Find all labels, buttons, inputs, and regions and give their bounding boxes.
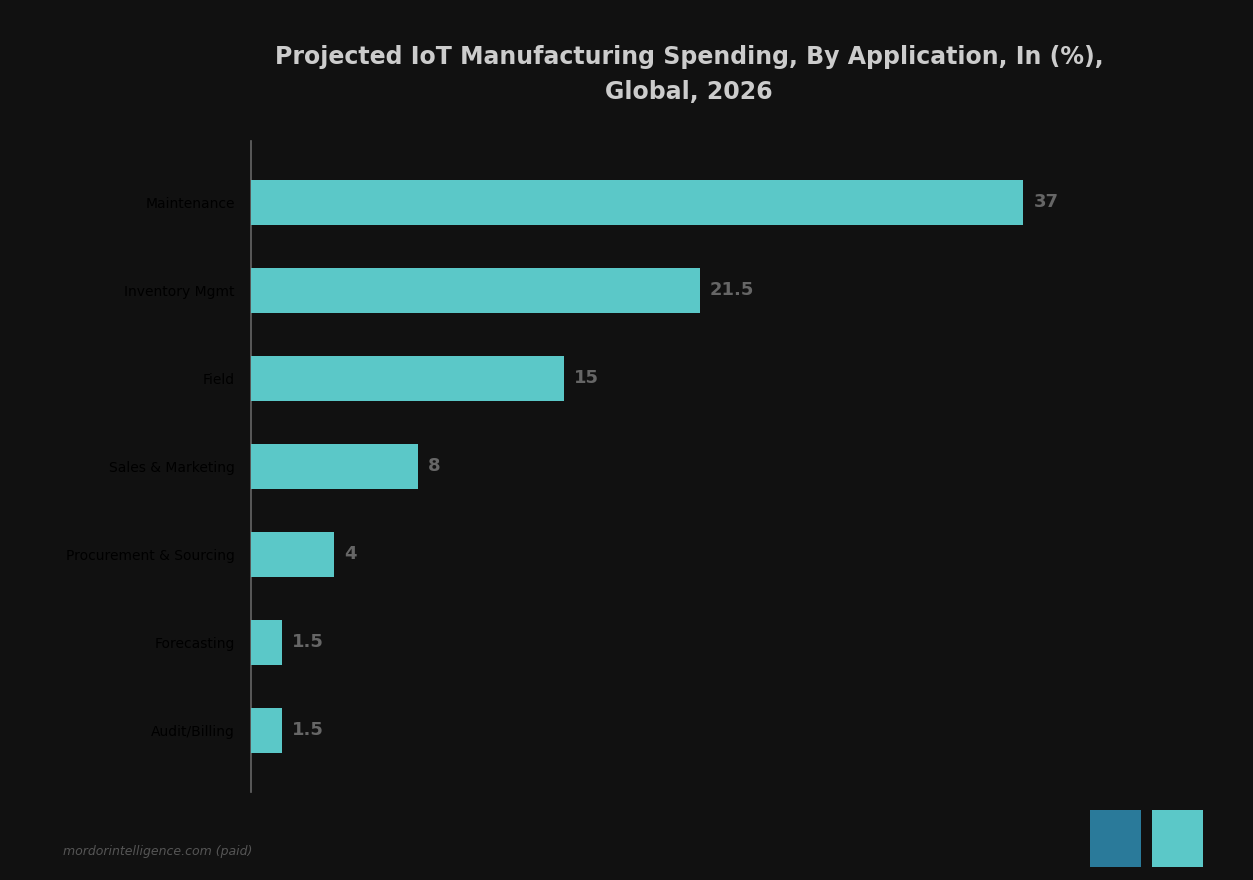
Text: mordorintelligence.com (paid): mordorintelligence.com (paid) bbox=[63, 845, 252, 858]
Bar bbox=[251, 620, 282, 665]
Bar bbox=[251, 708, 282, 753]
Bar bbox=[251, 356, 564, 401]
Text: 8: 8 bbox=[429, 458, 441, 475]
Text: 37: 37 bbox=[1034, 194, 1059, 211]
Bar bbox=[251, 268, 699, 313]
Bar bbox=[251, 532, 335, 577]
Text: 1.5: 1.5 bbox=[292, 634, 325, 651]
Text: 21.5: 21.5 bbox=[710, 282, 754, 299]
Bar bbox=[1090, 810, 1141, 867]
Text: 1.5: 1.5 bbox=[292, 722, 325, 739]
Title: Projected IoT Manufacturing Spending, By Application, In (%),
Global, 2026: Projected IoT Manufacturing Spending, By… bbox=[274, 45, 1104, 104]
Bar bbox=[251, 180, 1024, 225]
Bar bbox=[1152, 810, 1203, 867]
Bar bbox=[251, 444, 417, 489]
Text: 4: 4 bbox=[345, 546, 357, 563]
Text: 15: 15 bbox=[574, 370, 599, 387]
